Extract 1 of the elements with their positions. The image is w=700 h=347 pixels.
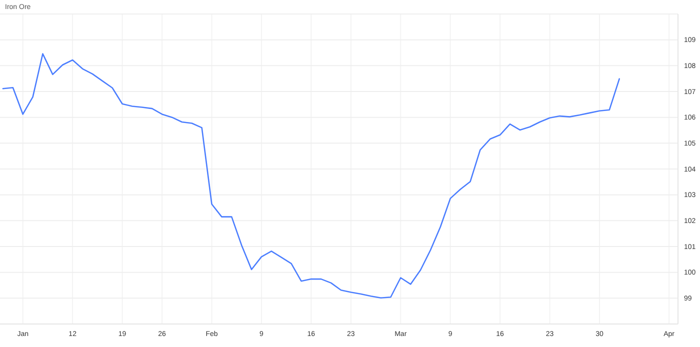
line-series	[2, 53, 620, 299]
